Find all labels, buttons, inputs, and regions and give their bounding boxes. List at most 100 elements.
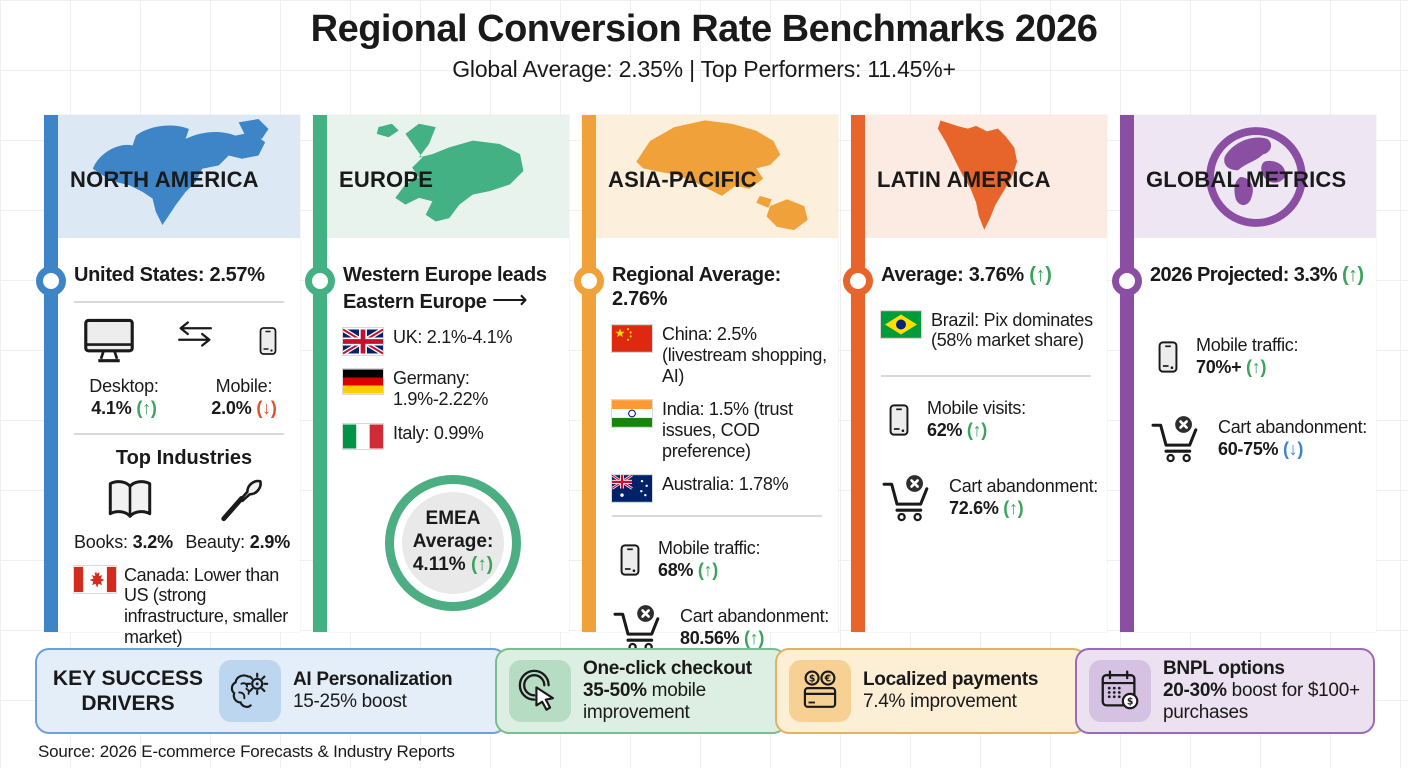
- italy-flag-icon: [342, 422, 384, 450]
- up-arrow: (↑): [1003, 497, 1024, 518]
- regional-average-headline: Regional Average: 2.76%: [612, 264, 782, 310]
- device-labels: Desktop: 4.1% (↑) Mobile: 2.0% (↓): [74, 375, 294, 420]
- column-title: ASIA-PACIFIC: [608, 167, 757, 192]
- global-projection-headline: 2026 Projected: 3.3% (↑): [1150, 264, 1364, 286]
- one-click-cursor-icon: [517, 668, 563, 714]
- mobile-traffic-stat: Mobile traffic: 70%+ (↑): [1150, 330, 1370, 384]
- down-arrow: (↓): [256, 398, 277, 419]
- column-latin-america: LATIN AMERICA Average: 3.76% (↑) Brazil:…: [843, 115, 1107, 632]
- timeline-marker: [36, 266, 66, 296]
- cart-abandonment-stat: Cart abandonment: 72.6% (↑): [881, 473, 1101, 523]
- column-north-america: NORTH AMERICA United States: 2.57% Deskt…: [36, 115, 300, 647]
- india-flag-icon: [611, 399, 653, 429]
- icon-tile: [509, 660, 571, 722]
- column-body: 2026 Projected: 3.3% (↑) Mobile traffic:…: [1134, 238, 1376, 632]
- down-arrow: (↓): [1282, 438, 1304, 459]
- mobile-phone-icon: [252, 315, 284, 367]
- up-arrow: (↑): [743, 628, 765, 649]
- beauty-brush-icon: [214, 474, 266, 526]
- page-subtitle: Global Average: 2.35% | Top Performers: …: [452, 56, 956, 82]
- column-europe: EUROPE Western Europe leads Eastern Euro…: [305, 115, 569, 632]
- driver-segment-ai-personalization: KEY SUCCESS DRIVERS AI Personalization 15…: [35, 648, 507, 734]
- cart-abandonment-stat: Cart abandonment: 80.56% (↑): [612, 603, 832, 653]
- book-icon: [102, 476, 158, 524]
- column-body: Western Europe leads Eastern Europe ⟶ UK…: [327, 238, 569, 632]
- mobile-phone-icon: [612, 533, 648, 587]
- emea-average-badge: EMEA Average: 4.11% (↑): [385, 474, 521, 611]
- driver-segment-localized-payments: Localized payments 7.4% improvement: [775, 648, 1087, 734]
- up-arrow: (↑): [966, 419, 987, 440]
- driver-segment-one-click-checkout: One-click checkout 35-50% mobile improve…: [495, 648, 787, 734]
- abandoned-cart-icon: [881, 473, 939, 523]
- canada-note-text: Canada: Lower than US (strong infrastruc…: [124, 564, 288, 647]
- north-america-map-icon: [92, 119, 269, 226]
- australia-flag-icon: [611, 474, 653, 504]
- page-title: Regional Conversion Rate Benchmarks 2026: [310, 8, 1098, 50]
- accent-bar: [582, 115, 596, 632]
- desktop-icon: [80, 316, 138, 366]
- region-columns: NORTH AMERICA United States: 2.57% Deskt…: [36, 115, 1376, 647]
- column-header: EUROPE: [327, 115, 569, 238]
- desktop-stat: Desktop: 4.1% (↑): [89, 375, 159, 419]
- driver-text: One-click checkout 35-50% mobile improve…: [583, 657, 752, 724]
- abandoned-cart-icon: [1150, 414, 1208, 464]
- up-arrow: (↑): [1029, 264, 1052, 286]
- beauty-stat: Beauty: 2.9%: [185, 531, 290, 552]
- mobile-stat: Mobile: 2.0% (↓): [211, 375, 277, 419]
- ai-brain-gear-icon: [227, 668, 273, 714]
- industry-labels: Books: 3.2% Beauty: 2.9%: [74, 532, 294, 553]
- us-rate-headline: United States: 2.57%: [74, 264, 265, 286]
- payment-card-coins-icon: [797, 668, 843, 714]
- timeline-marker: [1112, 266, 1142, 296]
- globe-icon: [1206, 127, 1306, 227]
- cart-abandonment-stat: Cart abandonment: 60-75% (↓): [1150, 414, 1370, 464]
- column-header: GLOBAL METRICS: [1134, 115, 1376, 238]
- icon-tile: [219, 660, 281, 722]
- mobile-traffic-stat: Mobile traffic: 68% (↑): [612, 533, 832, 587]
- industry-icons: [74, 474, 294, 526]
- asia-pacific-map-icon: [636, 120, 808, 231]
- device-comparison: [74, 315, 294, 367]
- column-header: ASIA-PACIFIC: [596, 115, 838, 238]
- icon-tile: [789, 660, 851, 722]
- books-stat: Books: 3.2%: [74, 531, 173, 552]
- divider: [881, 374, 1091, 377]
- column-title: EUROPE: [339, 167, 434, 192]
- column-global-metrics: GLOBAL METRICS 2026 Projected: 3.3% (↑) …: [1112, 115, 1376, 632]
- icon-tile: [1089, 660, 1151, 722]
- country-row-italy: Italy: 0.99%: [342, 422, 563, 450]
- driver-text: AI Personalization 15-25% boost: [293, 668, 453, 712]
- column-title: LATIN AMERICA: [877, 167, 1051, 192]
- uk-flag-icon: [342, 327, 384, 357]
- swap-arrows-icon: [172, 319, 218, 349]
- country-row-india: India: 1.5% (trust issues, COD preferenc…: [611, 399, 832, 461]
- europe-headline: Western Europe leads Eastern Europe ⟶: [343, 264, 547, 314]
- up-arrow: (↑): [1341, 264, 1364, 286]
- source-note: Source: 2026 E-commerce Forecasts & Indu…: [38, 742, 455, 761]
- column-title: GLOBAL METRICS: [1146, 167, 1347, 192]
- drivers-title: KEY SUCCESS DRIVERS: [52, 666, 204, 715]
- bnpl-calendar-dollar-icon: [1097, 668, 1143, 714]
- page-header: Regional Conversion Rate Benchmarks 2026…: [0, 8, 1408, 83]
- column-title: NORTH AMERICA: [70, 167, 259, 192]
- driver-text: BNPL options 20-30% boost for $100+ purc…: [1163, 657, 1360, 724]
- abandoned-cart-icon: [612, 603, 670, 653]
- column-body: Regional Average: 2.76% China: 2.5% (liv…: [596, 238, 838, 632]
- driver-text: Localized payments 7.4% improvement: [863, 668, 1039, 712]
- driver-segment-bnpl-options: BNPL options 20-30% boost for $100+ purc…: [1075, 648, 1375, 734]
- accent-bar: [44, 115, 58, 632]
- divider: [74, 432, 284, 435]
- up-arrow: (↑): [697, 560, 718, 581]
- country-row-uk: UK: 2.1%-4.1%: [342, 327, 563, 357]
- timeline-marker: [843, 266, 873, 296]
- divider: [612, 515, 822, 518]
- up-arrow: (↑): [470, 553, 494, 575]
- column-body: Average: 3.76% (↑) Brazil: Pix dominates…: [865, 238, 1107, 632]
- right-arrow-icon: ⟶: [491, 285, 528, 314]
- top-industries-title: Top Industries: [115, 446, 253, 469]
- brazil-flag-icon: [880, 309, 922, 339]
- mobile-phone-icon: [1150, 330, 1186, 384]
- canada-flag-icon: [73, 564, 117, 594]
- up-arrow: (↑): [136, 398, 157, 419]
